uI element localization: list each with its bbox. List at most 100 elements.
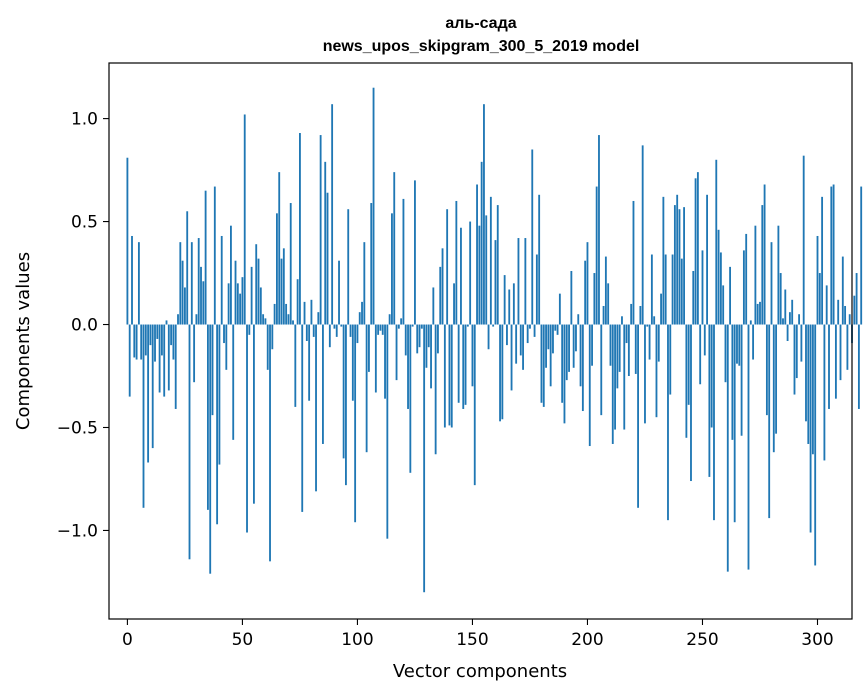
bar-component-146 [462,324,465,409]
bar-component-44 [227,283,230,325]
bar-component-319 [860,186,863,325]
bar-component-227 [648,324,651,360]
bar-component-94 [342,324,345,459]
bar-component-194 [572,324,575,368]
bar-component-279 [768,324,771,519]
bar-component-249 [699,324,702,385]
bar-component-148 [466,324,469,327]
bar-component-92 [338,260,340,325]
bar-component-246 [692,270,695,325]
bar-component-81 [312,324,315,337]
bar-component-139 [446,209,449,325]
bar-component-274 [756,303,759,325]
bar-component-123 [409,324,412,473]
bar-component-282 [775,324,778,434]
bar-component-231 [657,324,660,362]
bar-component-74 [296,279,299,325]
bar-component-67 [280,258,283,325]
bar-component-281 [772,324,775,453]
bar-component-97 [349,324,352,337]
bar-component-189 [561,324,564,403]
bar-component-196 [577,314,580,325]
bar-component-144 [457,324,460,403]
bar-component-17 [165,320,168,325]
bar-component-235 [667,324,669,521]
x-tick-label-100: 100 [341,630,373,650]
bar-component-286 [784,289,787,325]
bar-component-126 [416,324,419,354]
bar-component-193 [570,270,573,325]
bar-component-103 [363,242,366,325]
bar-component-192 [568,324,570,372]
bar-component-228 [650,254,653,325]
bar-component-98 [351,324,354,401]
bar-component-80 [310,299,313,325]
bar-component-201 [588,324,591,447]
bar-component-155 [483,104,485,325]
bar-component-226 [646,324,649,327]
bar-component-251 [703,324,706,356]
bar-component-318 [857,324,860,409]
bar-component-108 [374,324,377,393]
bar-component-301 [818,273,821,325]
bar-component-247 [694,178,697,325]
bar-component-205 [598,135,600,325]
bar-component-95 [345,324,347,486]
bar-component-265 [736,324,738,364]
bar-component-219 [630,303,633,325]
bar-component-125 [414,180,416,325]
bar-component-88 [328,324,331,348]
bar-component-216 [623,324,626,430]
bar-component-73 [294,324,297,407]
bar-component-154 [480,161,483,325]
bar-component-243 [685,324,688,438]
bar-component-142 [453,283,455,325]
bar-component-238 [673,205,676,325]
bar-component-52 [246,324,248,533]
bar-component-82 [315,324,317,492]
bar-component-167 [510,324,513,391]
bar-component-178 [535,254,538,325]
bar-component-107 [372,87,375,325]
bar-component-48 [236,283,239,325]
bar-component-91 [335,324,338,337]
bar-component-75 [299,133,301,325]
bar-component-57 [257,258,260,325]
bar-component-213 [616,324,619,389]
bar-component-151 [473,324,476,486]
bar-component-170 [517,238,520,325]
bar-component-33 [202,281,205,325]
bar-component-11 [151,324,154,449]
bar-component-245 [690,324,692,482]
bar-component-212 [614,324,616,430]
bar-component-241 [680,258,683,325]
bar-component-100 [356,324,359,344]
bar-component-302 [821,196,824,325]
bar-component-9 [147,324,150,463]
bar-component-138 [443,324,446,428]
bar-component-292 [798,314,801,325]
x-tick-label-0: 0 [122,630,133,650]
bar-component-275 [759,301,761,325]
bar-component-177 [533,324,536,337]
bar-component-159 [492,324,495,327]
bar-component-258 [719,252,722,325]
bar-component-295 [805,324,807,422]
bar-component-78 [305,324,308,341]
bar-component-185 [552,324,554,354]
bar-component-72 [292,320,294,325]
bar-component-204 [595,186,598,325]
bar-component-187 [556,324,559,335]
bar-component-34 [204,190,207,325]
bar-component-38 [213,186,216,325]
bar-component-143 [455,200,458,325]
bar-component-179 [538,194,541,325]
bar-component-183 [547,324,550,350]
y-axis-label: Components values [13,252,34,430]
bar-component-310 [839,324,842,381]
bar-component-21 [174,324,177,409]
bar-component-50 [241,277,244,325]
bar-component-283 [777,225,780,325]
y-tick-label-3: 0.5 [71,213,98,233]
bar-component-293 [800,324,803,362]
